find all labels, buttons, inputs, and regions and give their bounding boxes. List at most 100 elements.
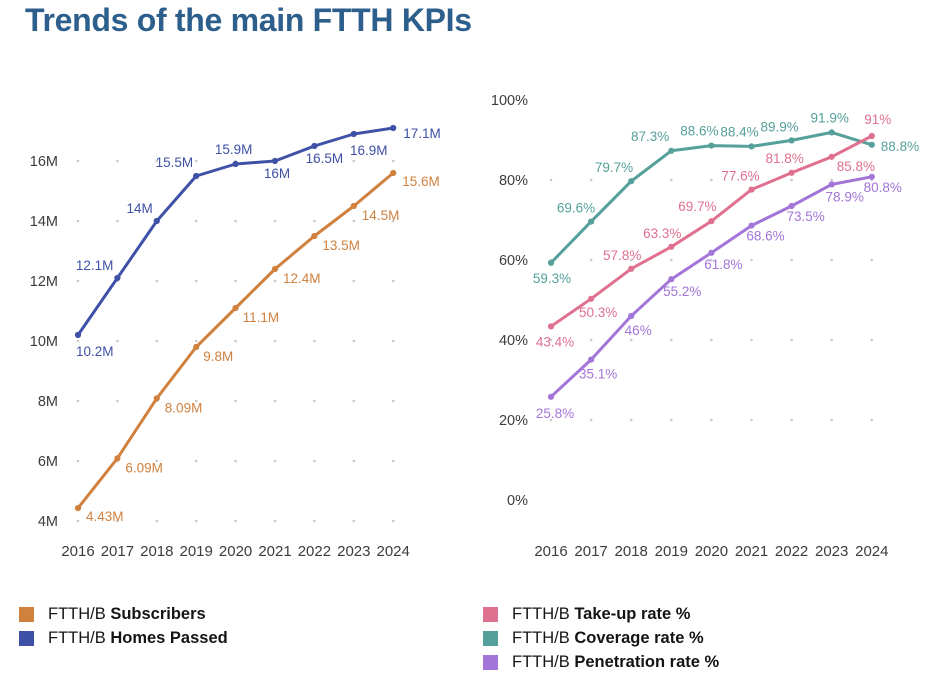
grid-dot <box>313 159 316 163</box>
data-point <box>588 356 595 363</box>
data-label: 12.1M <box>76 258 114 273</box>
data-point <box>788 202 795 210</box>
data-point <box>708 249 715 256</box>
data-label: 88.4% <box>720 124 758 139</box>
grid-dot <box>352 399 356 403</box>
data-label: 69.6% <box>557 201 595 216</box>
x-axis-tick-label: 2021 <box>735 543 768 560</box>
data-point <box>390 124 397 132</box>
grid-dot <box>629 258 633 262</box>
y-axis-tick-label: 100% <box>491 93 528 109</box>
grid-dot <box>790 338 793 342</box>
legend-item-penetration: FTTH/B Penetration rate % <box>483 653 719 671</box>
data-point <box>74 505 82 512</box>
data-point <box>74 331 82 339</box>
y-axis-tick-label: 0% <box>507 493 528 509</box>
data-point <box>232 160 239 168</box>
grid-dot <box>194 339 198 343</box>
grid-dot <box>194 279 198 283</box>
data-label: 91% <box>864 112 891 127</box>
data-label: 88.8% <box>881 139 919 154</box>
grid-dot <box>830 338 833 342</box>
charts-canvas: 4M 6M 8M 10M 12M 14M 16M 2016 2017 2018 2019 2020 20… <box>30 93 919 560</box>
legend-swatch-takeup <box>483 606 498 622</box>
legend-item-homes_passed: FTTH/B Homes Passed <box>19 629 228 647</box>
data-label: 4.43M <box>86 509 124 524</box>
data-point <box>390 169 397 177</box>
grid-dot <box>234 519 237 523</box>
grid-dot <box>750 178 753 182</box>
data-label: 55.2% <box>663 284 701 299</box>
data-label: 15.9M <box>215 142 253 157</box>
grid-dot <box>76 459 80 463</box>
data-label: 14M <box>127 201 153 216</box>
data-point <box>588 295 595 302</box>
grid-dot <box>313 519 316 523</box>
grid-dot <box>710 258 713 262</box>
x-axis-tick-label: 2023 <box>815 543 848 560</box>
grid-dot <box>273 459 277 463</box>
grid-dot <box>116 159 119 163</box>
data-point <box>868 173 875 180</box>
grid-dot <box>391 279 395 283</box>
data-label: 68.6% <box>746 229 784 244</box>
data-point <box>628 312 635 320</box>
y-axis-tick-label: 80% <box>499 173 528 189</box>
ftth-volumes-chart: 4M 6M 8M 10M 12M 14M 16M 2016 2017 2018 2019 2020 20… <box>30 124 441 560</box>
data-point <box>868 132 875 140</box>
data-point <box>588 218 595 225</box>
data-label: 73.5% <box>786 209 824 224</box>
data-label: 15.5M <box>156 155 194 170</box>
data-label: 10.2M <box>76 344 114 359</box>
data-label: 57.8% <box>603 248 641 263</box>
grid-dot <box>76 219 80 223</box>
grid-dot <box>194 459 198 463</box>
x-axis-tick-label: 2019 <box>180 543 213 560</box>
grid-dot <box>352 519 356 523</box>
data-label: 12.4M <box>283 271 321 286</box>
grid-dot <box>155 339 159 343</box>
data-label: 46% <box>625 323 652 338</box>
data-point <box>193 343 200 351</box>
y-axis-tick-label: 6M <box>38 454 58 470</box>
y-axis-tick-label: 10M <box>30 334 58 350</box>
grid-dot <box>155 279 159 283</box>
data-label: 6.09M <box>125 460 163 475</box>
data-point <box>547 323 555 330</box>
grid-dot <box>589 338 593 342</box>
grid-dot <box>273 519 277 523</box>
legend-label: FTTH/B Coverage rate % <box>512 628 704 647</box>
grid-dot <box>155 459 159 463</box>
data-label: 59.3% <box>533 271 571 286</box>
grid-dot <box>234 459 237 463</box>
data-label: 13.5M <box>322 238 360 253</box>
x-axis-tick-label: 2022 <box>298 543 331 560</box>
grid-dot <box>670 178 673 182</box>
grid-dot <box>352 219 356 223</box>
data-point <box>153 395 160 402</box>
grid-dot <box>76 339 80 343</box>
legend-rates: FTTH/B Take-up rate % FTTH/B Coverage rat… <box>483 605 719 671</box>
grid-dot <box>155 159 159 163</box>
data-label: 91.9% <box>811 110 849 125</box>
data-point <box>153 217 160 225</box>
grid-dot <box>194 159 198 163</box>
grid-dot <box>870 258 874 262</box>
legend-item-coverage: FTTH/B Coverage rate % <box>483 628 719 647</box>
data-label: 79.7% <box>595 160 633 175</box>
grid-dot <box>589 418 593 422</box>
data-point <box>628 178 635 185</box>
data-label: 16.5M <box>306 151 344 166</box>
grid-dot <box>549 178 553 182</box>
legend-item-subscribers: FTTH/B Subscribers <box>19 605 228 623</box>
grid-dot <box>589 178 593 182</box>
grid-dot <box>76 399 80 403</box>
data-point <box>668 243 675 250</box>
data-label: 15.6M <box>402 174 440 189</box>
series-line <box>549 130 874 265</box>
data-point <box>748 222 755 229</box>
data-label: 25.8% <box>536 406 574 421</box>
data-label: 16M <box>264 166 290 181</box>
data-point <box>748 143 755 150</box>
